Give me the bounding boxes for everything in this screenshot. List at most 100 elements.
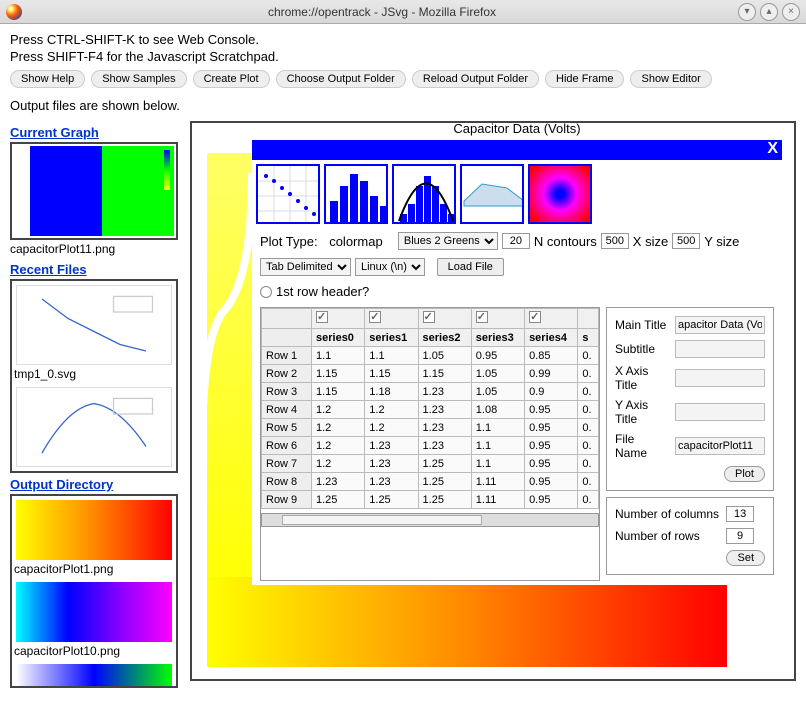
data-cell[interactable]: 1.08: [471, 401, 524, 419]
data-cell[interactable]: 0.99: [525, 365, 578, 383]
data-cell[interactable]: 0.: [578, 383, 599, 401]
output-thumb[interactable]: [16, 582, 172, 642]
data-cell[interactable]: 1.1: [312, 347, 365, 365]
xaxis-input[interactable]: [675, 369, 765, 387]
toolbar-button[interactable]: Show Help: [10, 70, 85, 88]
data-cell[interactable]: 0.95: [525, 401, 578, 419]
data-cell[interactable]: 1.23: [418, 419, 471, 437]
toolbar-button[interactable]: Choose Output Folder: [276, 70, 406, 88]
toolbar-button[interactable]: Show Editor: [630, 70, 711, 88]
data-cell[interactable]: 1.05: [418, 347, 471, 365]
output-thumb[interactable]: [16, 500, 172, 560]
data-cell[interactable]: 0.95: [525, 491, 578, 509]
data-cell[interactable]: 0.85: [525, 347, 578, 365]
output-dir-list[interactable]: capacitorPlot1.png capacitorPlot10.png: [10, 494, 178, 688]
data-cell[interactable]: 1.2: [365, 401, 418, 419]
ncontours-input[interactable]: [502, 233, 530, 249]
data-cell[interactable]: 1.05: [471, 383, 524, 401]
cols-input[interactable]: [726, 506, 754, 522]
data-cell[interactable]: 0.95: [525, 455, 578, 473]
main-title-input[interactable]: [675, 316, 765, 334]
data-cell[interactable]: 0.95: [471, 347, 524, 365]
data-cell[interactable]: 1.1: [365, 347, 418, 365]
data-cell[interactable]: 1.25: [418, 473, 471, 491]
table-hscroll[interactable]: [261, 513, 599, 527]
colormap-icon[interactable]: [528, 164, 592, 224]
filename-input[interactable]: [675, 437, 765, 455]
data-cell[interactable]: 1.23: [418, 383, 471, 401]
recent-files-list[interactable]: tmp1_0.svg tmp0_0.svg: [10, 279, 178, 473]
output-thumb[interactable]: [16, 664, 172, 688]
data-cell[interactable]: 0.: [578, 437, 599, 455]
data-cell[interactable]: 1.23: [365, 437, 418, 455]
toolbar-button[interactable]: Reload Output Folder: [412, 70, 539, 88]
data-cell[interactable]: 1.1: [471, 419, 524, 437]
data-cell[interactable]: 1.23: [365, 473, 418, 491]
load-file-button[interactable]: Load File: [437, 258, 504, 276]
data-cell[interactable]: 1.25: [418, 455, 471, 473]
data-cell[interactable]: 1.2: [312, 401, 365, 419]
dialog-close-icon[interactable]: X: [767, 140, 778, 158]
series-checkbox[interactable]: [423, 311, 435, 323]
data-cell[interactable]: 1.2: [365, 419, 418, 437]
lineend-select[interactable]: Linux (\n): [355, 258, 425, 276]
xsize-input[interactable]: [601, 233, 629, 249]
series-checkbox[interactable]: [316, 311, 328, 323]
series-checkbox[interactable]: [476, 311, 488, 323]
data-cell[interactable]: 0.: [578, 401, 599, 419]
data-cell[interactable]: 0.: [578, 455, 599, 473]
data-cell[interactable]: 1.15: [365, 365, 418, 383]
palette-select[interactable]: Blues 2 Greens: [398, 232, 498, 250]
data-cell[interactable]: 1.1: [471, 437, 524, 455]
delimiter-select[interactable]: Tab Delimited: [260, 258, 351, 276]
ysize-input[interactable]: [672, 233, 700, 249]
toolbar-button[interactable]: Hide Frame: [545, 70, 624, 88]
data-cell[interactable]: 0.95: [525, 473, 578, 491]
histogram-icon[interactable]: [392, 164, 456, 224]
data-cell[interactable]: 1.25: [312, 491, 365, 509]
data-cell[interactable]: 1.25: [418, 491, 471, 509]
recent-file-thumb[interactable]: [16, 387, 172, 467]
data-cell[interactable]: 1.23: [418, 437, 471, 455]
data-cell[interactable]: 0.9: [525, 383, 578, 401]
data-cell[interactable]: 1.23: [418, 401, 471, 419]
data-cell[interactable]: 1.23: [312, 473, 365, 491]
toolbar-button[interactable]: Create Plot: [193, 70, 270, 88]
data-table[interactable]: series0series1series2series3series4sRow …: [260, 307, 600, 581]
data-cell[interactable]: 1.05: [471, 365, 524, 383]
series-checkbox[interactable]: [369, 311, 381, 323]
plot-button[interactable]: Plot: [724, 466, 765, 482]
data-cell[interactable]: 1.15: [312, 383, 365, 401]
data-cell[interactable]: 1.11: [471, 473, 524, 491]
data-cell[interactable]: 0.: [578, 491, 599, 509]
close-button[interactable]: ×: [782, 3, 800, 21]
data-cell[interactable]: 1.2: [312, 437, 365, 455]
data-cell[interactable]: 1.2: [312, 419, 365, 437]
data-cell[interactable]: 1.2: [312, 455, 365, 473]
data-cell[interactable]: 0.95: [525, 437, 578, 455]
rows-input[interactable]: [726, 528, 754, 544]
yaxis-input[interactable]: [675, 403, 765, 421]
set-button[interactable]: Set: [726, 550, 765, 566]
first-row-radio[interactable]: [260, 286, 272, 298]
data-cell[interactable]: 1.15: [418, 365, 471, 383]
data-cell[interactable]: 1.1: [471, 455, 524, 473]
data-cell[interactable]: 1.23: [365, 455, 418, 473]
maximize-button[interactable]: ▴: [760, 3, 778, 21]
data-cell[interactable]: 0.: [578, 419, 599, 437]
data-cell[interactable]: 1.15: [312, 365, 365, 383]
area-icon[interactable]: [460, 164, 524, 224]
data-cell[interactable]: 0.95: [525, 419, 578, 437]
recent-file-thumb[interactable]: [16, 285, 172, 365]
bar-icon[interactable]: [324, 164, 388, 224]
minimize-button[interactable]: ▾: [738, 3, 756, 21]
subtitle-input[interactable]: [675, 340, 765, 358]
current-graph-thumb[interactable]: [10, 142, 178, 240]
data-cell[interactable]: 1.18: [365, 383, 418, 401]
series-checkbox[interactable]: [529, 311, 541, 323]
data-cell[interactable]: 1.11: [471, 491, 524, 509]
data-cell[interactable]: 1.25: [365, 491, 418, 509]
data-cell[interactable]: 0.: [578, 347, 599, 365]
toolbar-button[interactable]: Show Samples: [91, 70, 186, 88]
data-cell[interactable]: 0.: [578, 473, 599, 491]
